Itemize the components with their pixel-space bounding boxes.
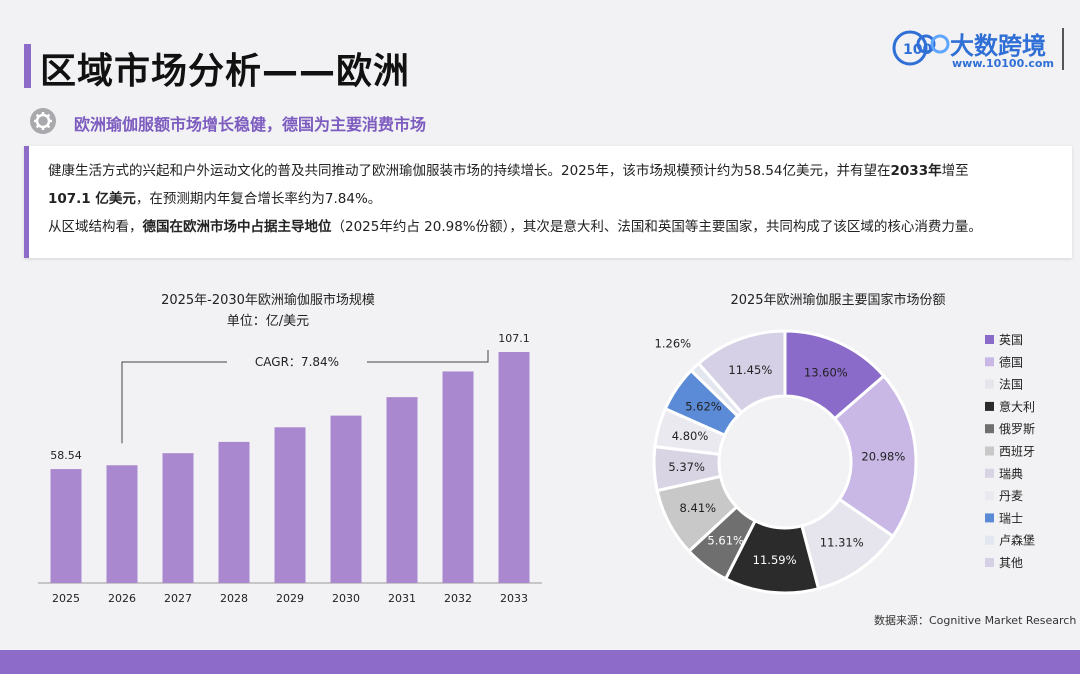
legend-swatch: [985, 401, 994, 411]
legend-label: 西班牙: [999, 445, 1035, 459]
slice-label: 5.62%: [685, 400, 722, 414]
summary-box: [24, 146, 1072, 258]
x-tick-label: 2025: [52, 592, 80, 605]
summary-text: 健康生活方式的兴起和户外运动文化的普及共同推动了欧洲瑜伽服装市场的持续增长。20…: [48, 163, 891, 179]
slice-德国: [832, 373, 918, 539]
bar-2029: [274, 427, 306, 583]
legend-label: 俄罗斯: [999, 422, 1035, 436]
gear-icon: [30, 108, 56, 134]
x-tick-label: 2032: [444, 592, 472, 605]
summary-text: 增至: [941, 163, 969, 179]
section-subtitle: 欧洲瑜伽服额市场增长稳健，德国为主要消费市场: [74, 115, 427, 134]
bar-2031: [386, 397, 418, 583]
bar-2026: [106, 465, 138, 583]
x-tick-label: 2028: [220, 592, 248, 605]
cagr-bracket-right: [367, 349, 489, 363]
legend-label: 卢森堡: [999, 533, 1035, 548]
slice-label: 5.61%: [707, 534, 744, 548]
slice-label: 5.37%: [668, 460, 705, 474]
slice-label: 4.80%: [672, 429, 709, 443]
bar-2030: [330, 415, 362, 583]
x-tick-label: 2031: [388, 592, 416, 605]
title-accent-bar: [24, 44, 31, 88]
x-tick-label: 2030: [332, 592, 360, 605]
bar-chart-title: 2025年-2030年欧洲瑜伽服市场规模: [161, 292, 375, 308]
bar-2025: [50, 469, 82, 583]
x-tick-label: 2027: [164, 592, 192, 605]
bar-2028: [218, 441, 250, 583]
legend-swatch: [985, 535, 994, 545]
x-tick-label: 2026: [108, 592, 136, 605]
legend-swatch: [985, 335, 994, 344]
summary-paragraph-2: 107.1 亿美元，在预测期内年复合增长率约为7.84%。: [48, 186, 381, 212]
legend-swatch: [985, 468, 994, 478]
donut-chart-title: 2025年欧洲瑜伽服主要国家市场份额: [730, 292, 945, 308]
logo: 100: [888, 22, 1068, 74]
cagr-annotation: CAGR：7.84%: [255, 355, 339, 369]
summary-paragraph-3: 从区域结构看，德国在欧洲市场中占据主导地位（2025年约占 20.98%份额），…: [48, 214, 982, 240]
summary-emphasis: 107.1 亿美元: [48, 191, 136, 207]
bar-chart-subtitle: 单位：亿/美元: [227, 314, 309, 329]
page-title: 区域市场分析——欧洲: [40, 51, 411, 92]
legend-label: 瑞典: [999, 467, 1023, 481]
data-label: 107.1: [498, 332, 530, 345]
legend-swatch: [985, 446, 994, 456]
footer-bar: [0, 650, 1080, 674]
logo-divider: [1062, 28, 1064, 70]
logo-text: 大数跨境: [950, 32, 1046, 60]
x-tick-label: 2029: [276, 592, 304, 605]
bar-chart: 2025年-2030年欧洲瑜伽服市场规模 单位：亿/美元 2025 58.54 20…: [38, 292, 542, 605]
slice-label: 8.41%: [680, 501, 717, 515]
data-label: 58.54: [50, 449, 82, 462]
legend-label: 丹麦: [999, 489, 1023, 503]
slice-label: 11.31%: [820, 536, 864, 550]
summary-paragraph-1: 健康生活方式的兴起和户外运动文化的普及共同推动了欧洲瑜伽服装市场的持续增长。20…: [48, 158, 969, 184]
slice-label: 11.59%: [753, 553, 797, 567]
legend-label: 意大利: [999, 399, 1035, 414]
cagr-bracket-left: [121, 361, 227, 444]
legend-swatch: [985, 491, 994, 501]
slice-label: 11.45%: [728, 363, 772, 377]
bar-2027: [162, 453, 194, 583]
slice-label: 13.60%: [804, 365, 848, 379]
x-tick-label: 2033: [500, 592, 528, 605]
slice-label: 1.26%: [655, 337, 692, 351]
logo-mark-text: 100: [903, 42, 932, 58]
donut-chart: 2025年欧洲瑜伽服主要国家市场份额 13.60% 20.98% 11.31% 11.…: [652, 292, 1035, 595]
legend-swatch: [985, 379, 994, 389]
data-source: 数据来源：Cognitive Market Research: [874, 614, 1077, 627]
legend-label: 其他: [999, 556, 1023, 570]
slice-label: 20.98%: [861, 449, 905, 463]
summary-text: ，在预测期内年复合增长率约为7.84%。: [135, 191, 382, 207]
legend-swatch: [985, 558, 994, 567]
legend-label: 德国: [999, 354, 1023, 369]
legend-swatch: [985, 357, 994, 367]
logo-url: www.10100.com: [952, 57, 1054, 70]
summary-emphasis: 2033年: [890, 163, 942, 179]
summary-accent-bar: [24, 146, 29, 258]
summary-text: 从区域结构看，: [48, 219, 143, 235]
legend-swatch: [985, 424, 994, 434]
bar-2032: [442, 371, 474, 583]
legend-label: 瑞士: [999, 511, 1023, 525]
legend-label: 法国: [999, 378, 1023, 392]
summary-emphasis: 德国在欧洲市场中占据主导地位: [142, 219, 332, 235]
bar-2033: [498, 351, 530, 583]
legend-label: 英国: [999, 333, 1023, 347]
logo-mark-icon: 100: [892, 30, 950, 66]
summary-text: （2025年约占 20.98%份额），其次是意大利、法国和英国等主要国家，共同构…: [331, 219, 982, 235]
slice-其他: [696, 329, 787, 415]
legend-swatch: [985, 513, 994, 523]
